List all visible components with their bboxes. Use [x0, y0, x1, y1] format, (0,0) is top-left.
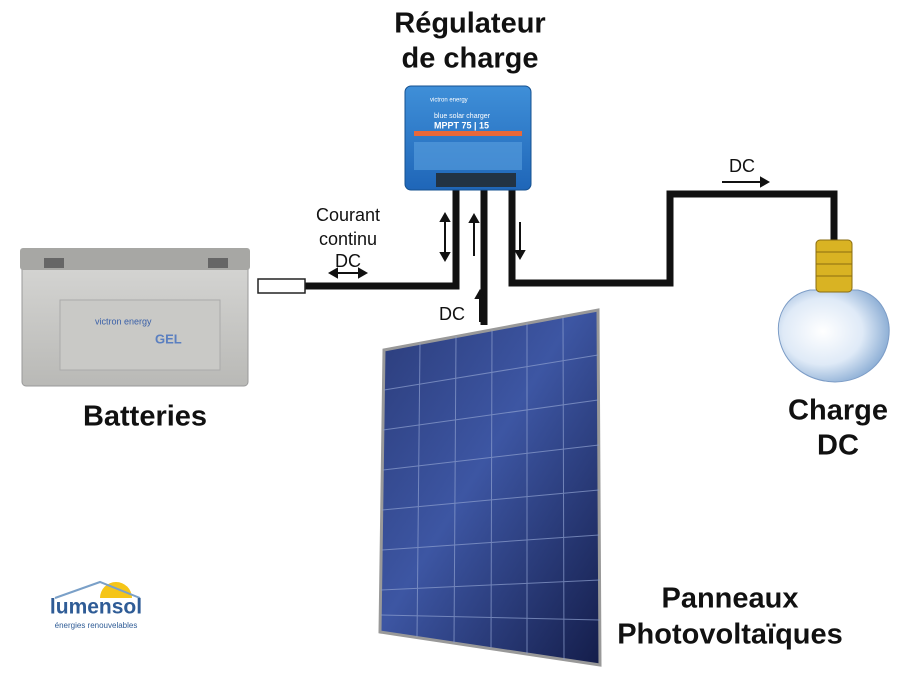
logo: lumensol énergies renouvelables: [50, 582, 142, 630]
battery-type: GEL: [155, 331, 182, 346]
arrows: [330, 178, 768, 322]
load-label: DC: [817, 430, 859, 462]
logo-tagline: énergies renouvelables: [55, 621, 138, 630]
panel-dc-label: DC: [439, 304, 465, 324]
battery: victron energy GEL: [20, 248, 250, 386]
panels-label: Photovoltaïques: [617, 619, 843, 651]
wires: [305, 188, 834, 325]
controller-model: MPPT 75 | 15: [434, 120, 489, 130]
current-label: DC: [335, 251, 361, 271]
current-label: continu: [319, 229, 377, 249]
fuse: [258, 279, 305, 293]
load-dc-label: DC: [729, 156, 755, 176]
current-label: Courant: [316, 205, 380, 225]
solar-panel: [380, 310, 600, 665]
load-label: Charge: [788, 395, 888, 427]
logo-name: lumensol: [50, 596, 142, 619]
controller-brand: victron energy: [430, 98, 468, 104]
diagram: victron energy GEL victron energy blue s…: [0, 0, 905, 673]
battery-brand: victron energy: [95, 316, 152, 326]
controller-product: blue solar charger: [434, 113, 491, 120]
regulator-label: Régulateur: [394, 8, 545, 40]
batteries-label: Batteries: [83, 401, 207, 433]
regulator-label: de charge: [402, 43, 539, 75]
charge-controller: victron energy blue solar charger MPPT 7…: [405, 86, 531, 190]
panels-label: Panneaux: [662, 583, 799, 615]
bulb: [778, 240, 889, 382]
